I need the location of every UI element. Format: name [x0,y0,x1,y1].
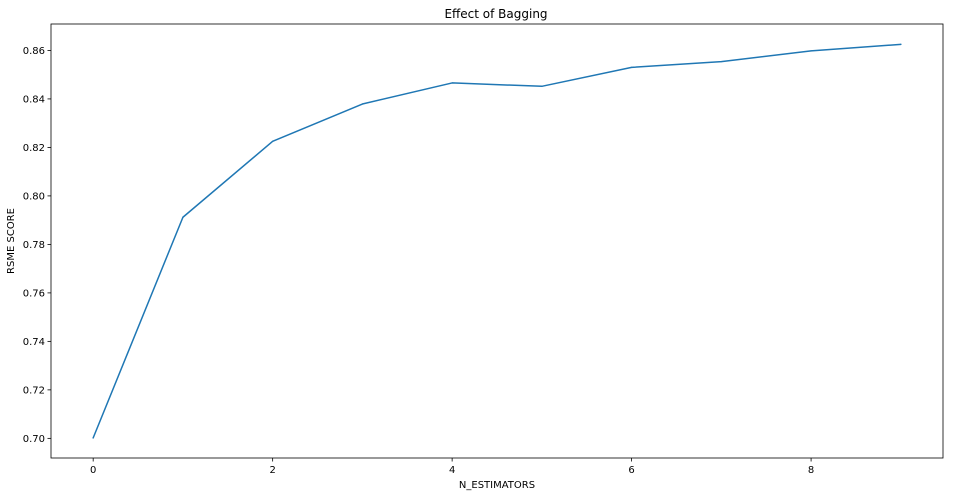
chart-title: Effect of Bagging [444,7,547,21]
y-tick-label: 0.78 [23,240,45,251]
data-point [541,85,543,87]
y-axis-title: RSME SCORE [6,208,17,274]
y-tick-label: 0.82 [23,143,45,154]
y-tick-label: 0.76 [23,288,45,299]
y-tick-label: 0.84 [23,94,45,105]
x-tick-label: 2 [269,465,275,476]
x-tick-label: 0 [90,465,96,476]
data-point [631,66,633,68]
y-axis: 0.70 0.72 0.74 0.76 0.78 0.80 0.82 0.84 0.86 [23,46,51,445]
y-tick-label: 0.74 [23,337,45,348]
data-point [900,43,902,45]
y-tick-label: 0.72 [23,385,45,396]
x-tick-label: 6 [628,465,634,476]
y-tick-label: 0.86 [23,46,45,57]
data-point [92,437,94,439]
data-point [361,103,363,105]
x-axis-title: N_ESTIMATORS [459,480,535,491]
series-line [92,43,902,439]
x-tick-label: 4 [449,465,455,476]
y-tick-label: 0.70 [23,434,45,445]
data-point [182,216,184,218]
data-point [720,60,722,63]
x-axis: 0 2 4 6 8 [90,458,814,476]
y-tick-label: 0.80 [23,191,45,202]
x-tick-label: 8 [808,465,814,476]
data-point [810,50,812,52]
plot-area [50,23,944,459]
series-layer [92,43,902,439]
data-point [272,140,274,142]
data-point [451,82,453,84]
